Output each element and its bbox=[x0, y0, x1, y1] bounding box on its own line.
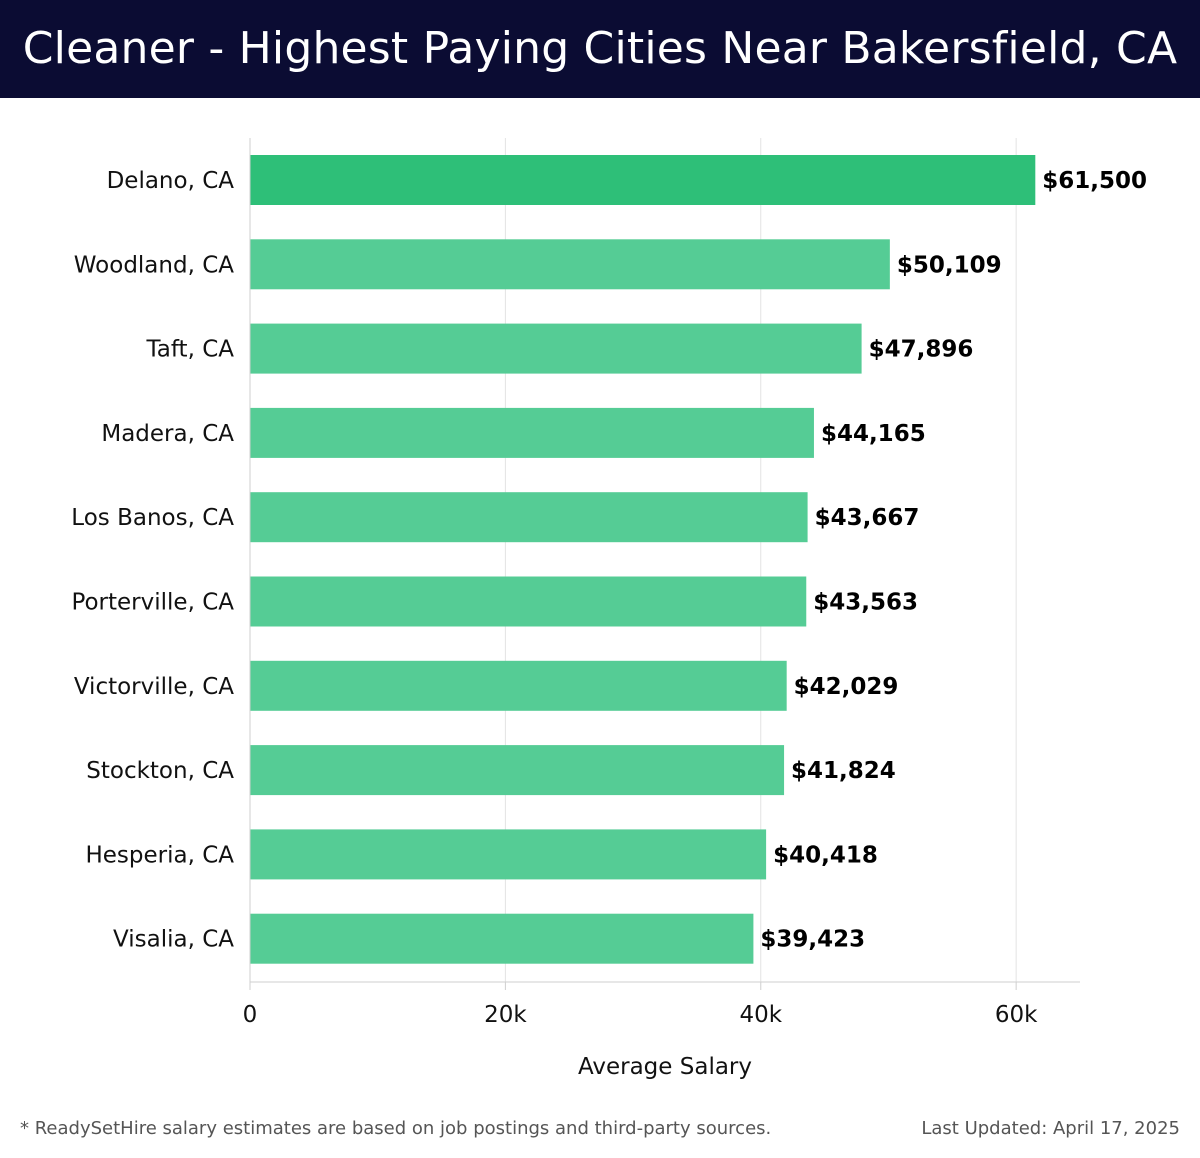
value-label: $61,500 bbox=[1042, 168, 1147, 194]
value-label: $41,824 bbox=[791, 758, 896, 784]
category-label: Visalia, CA bbox=[113, 927, 234, 953]
value-label: $50,109 bbox=[897, 252, 1002, 278]
bar bbox=[250, 913, 754, 964]
bar bbox=[250, 239, 890, 290]
salary-bar-chart: $61,500 $50,109 $47,896 $44,165 $43,667 $43,5… bbox=[71, 138, 1147, 1080]
category-label: Stockton, CA bbox=[86, 758, 234, 784]
category-label: Delano, CA bbox=[107, 168, 235, 194]
axes: 0 20k 40k 60k Delano, CA Woodland, CA Taft, CA… bbox=[71, 138, 1080, 1028]
bar bbox=[250, 323, 862, 374]
category-label: Woodland, CA bbox=[74, 252, 234, 278]
value-label: $44,165 bbox=[821, 421, 926, 447]
bar bbox=[250, 745, 785, 796]
x-axis-label: Average Salary bbox=[578, 1054, 752, 1080]
value-label: $43,563 bbox=[813, 590, 918, 616]
category-label: Hesperia, CA bbox=[85, 842, 234, 868]
x-tick-label: 60k bbox=[995, 1002, 1038, 1028]
category-label: Madera, CA bbox=[101, 421, 234, 447]
bar bbox=[250, 660, 787, 711]
bar bbox=[250, 155, 1036, 205]
category-label: Porterville, CA bbox=[71, 590, 234, 616]
bar bbox=[250, 576, 807, 627]
value-label: $40,418 bbox=[773, 842, 878, 868]
category-label: Taft, CA bbox=[146, 337, 235, 363]
bar bbox=[250, 492, 808, 543]
value-label: $42,029 bbox=[794, 674, 899, 700]
footnote: * ReadySetHire salary estimates are base… bbox=[20, 1118, 772, 1139]
header-bar: Cleaner - Highest Paying Cities Near Bak… bbox=[0, 0, 1200, 98]
category-label: Los Banos, CA bbox=[71, 505, 234, 531]
value-label: $47,896 bbox=[869, 337, 974, 363]
x-tick-label: 20k bbox=[484, 1002, 527, 1028]
value-label: $43,667 bbox=[815, 505, 920, 531]
x-tick-label: 40k bbox=[739, 1002, 782, 1028]
value-label: $39,423 bbox=[760, 927, 865, 953]
bars: $61,500 $50,109 $47,896 $44,165 $43,667 $43,5… bbox=[250, 155, 1147, 964]
page-title: Cleaner - Highest Paying Cities Near Bak… bbox=[22, 23, 1178, 74]
last-updated: Last Updated: April 17, 2025 bbox=[921, 1118, 1180, 1139]
bar bbox=[250, 829, 767, 880]
bar bbox=[250, 407, 814, 458]
category-label: Victorville, CA bbox=[74, 674, 234, 700]
x-tick-label: 0 bbox=[243, 1002, 258, 1028]
